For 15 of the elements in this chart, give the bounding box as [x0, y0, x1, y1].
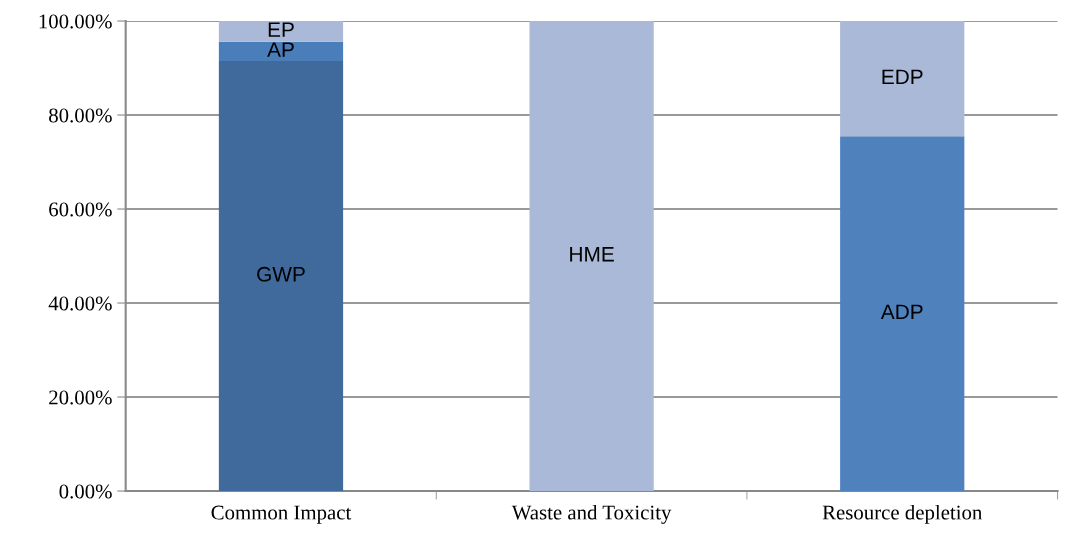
- series-label: GWP: [257, 266, 305, 282]
- y-tick-label: 60.00%: [49, 202, 112, 217]
- x-tick-label: Resource depletion: [822, 504, 983, 524]
- series-label: HME: [570, 247, 614, 262]
- y-tick-label: 0.00%: [59, 484, 112, 499]
- y-tick-label: 40.00%: [48, 296, 112, 311]
- series-label: EDP: [882, 69, 923, 84]
- y-tick-label: 80.00%: [49, 108, 112, 123]
- x-tick-label: Waste and Toxicity: [511, 504, 672, 524]
- x-tick-label: Common Impact: [211, 505, 352, 524]
- y-tick-label: 20.00%: [49, 390, 112, 405]
- series-label: EP: [268, 22, 294, 37]
- series-label: AP: [267, 42, 294, 57]
- series-label: ADP: [880, 304, 923, 319]
- y-tick-label: 100.00%: [39, 14, 112, 29]
